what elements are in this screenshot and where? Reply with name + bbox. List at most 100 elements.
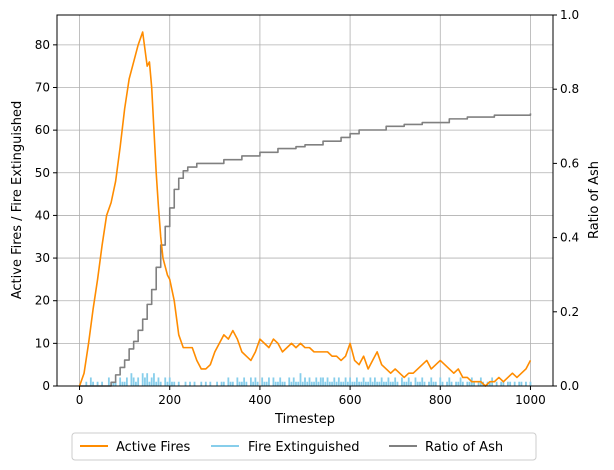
active-fires-line (78, 31, 532, 387)
right-tick-label-0.4: 0.4 (560, 231, 579, 245)
fire-extinguished-bar (448, 377, 451, 386)
fire-extinguished-bar (473, 381, 475, 386)
fire-extinguished-bar (319, 377, 322, 386)
fire-extinguished-bar (446, 381, 448, 386)
left-axis-ticks: 0 10 20 30 40 50 60 70 80 (35, 38, 57, 393)
x-tick-label-400: 400 (248, 393, 271, 407)
fire-extinguished-bar (119, 377, 122, 386)
fire-extinguished-bar (488, 381, 491, 386)
fire-extinguished-bar (349, 377, 351, 386)
fire-extinguished-bar (157, 377, 160, 386)
fire-extinguished-bar (148, 381, 151, 386)
fire-extinguished-bar (135, 381, 137, 386)
fire-extinguished-bar (337, 377, 340, 386)
left-tick-label-20: 20 (35, 294, 50, 308)
fire-extinguished-bar (85, 381, 88, 386)
fire-extinguished-bar (310, 381, 313, 386)
right-tick-label-1: 1.0 (560, 8, 579, 22)
fire-extinguished-bar (392, 381, 394, 386)
fire-extinguished-bar (137, 377, 140, 386)
fire-extinguished-bar (421, 377, 424, 386)
fire-extinguished-bar (367, 381, 370, 386)
fire-extinguished-bar (369, 377, 372, 386)
left-axis-label: Active Fires / Fire Extinguished (10, 101, 25, 300)
fire-extinguished-bar (274, 381, 277, 386)
fire-extinguished-bar (500, 381, 503, 386)
fire-extinguished-bar (344, 377, 347, 386)
fire-extinguished-bar (231, 381, 234, 386)
fire-extinguished-bar (495, 381, 498, 386)
fire-extinguished-bar (333, 377, 336, 386)
fire-extinguished-bar (189, 381, 191, 386)
left-tick-label-40: 40 (35, 208, 50, 222)
fire-extinguished-bar (121, 381, 124, 386)
fire-extinguished-bars (85, 373, 532, 386)
fire-extinguished-bar (441, 381, 444, 386)
fire-extinguished-bar (249, 377, 252, 386)
left-tick-label-30: 30 (35, 251, 50, 265)
fire-extinguished-bar (240, 381, 243, 386)
fire-extinguished-bar (265, 381, 268, 386)
fire-extinguished-bar (295, 381, 297, 386)
fire-extinguished-bar (200, 381, 203, 386)
fire-extinguished-bar (193, 381, 196, 386)
fire-extinguished-bar (396, 381, 399, 386)
left-tick-label-60: 60 (35, 123, 50, 137)
fire-extinguished-bar (313, 381, 315, 386)
fire-extinguished-bar (331, 381, 333, 386)
fire-extinguished-bar (335, 381, 338, 386)
x-tick-label-600: 600 (339, 393, 362, 407)
fire-extinguished-bar (130, 373, 133, 386)
fire-extinguished-bar (351, 381, 354, 386)
fire-extinguished-bar (419, 381, 421, 386)
fire-extinguished-bar (455, 381, 457, 386)
fire-extinguished-bar (277, 381, 279, 386)
fire-extinguished-bar (459, 377, 462, 386)
fire-extinguished-bar (301, 381, 304, 386)
fire-extinguished-bar (340, 381, 342, 386)
right-tick-label-0.2: 0.2 (560, 305, 579, 319)
fire-extinguished-bar (222, 381, 225, 386)
fire-extinguished-bar (252, 381, 255, 386)
right-tick-label-0: 0.0 (560, 379, 579, 393)
fire-extinguished-bar (502, 381, 505, 386)
legend: Active Fires Fire Extinguished Ratio of … (71, 432, 537, 461)
fire-extinguished-bar (236, 377, 239, 386)
fire-extinguished-bar (414, 377, 417, 386)
fire-extinguished-bar (328, 381, 331, 386)
fire-extinguished-bar (416, 381, 419, 386)
left-tick-label-10: 10 (35, 336, 50, 350)
fire-extinguished-bar (304, 377, 306, 386)
fire-extinguished-bar (461, 381, 464, 386)
fire-extinguished-bar (434, 381, 437, 386)
fire-extinguished-bar (150, 377, 153, 386)
fire-extinguished-bar (159, 381, 162, 386)
right-axis-ticks: 0.0 0.2 0.4 0.6 0.8 1.0 (553, 8, 579, 393)
x-axis-label: Timestep (274, 412, 335, 427)
x-tick-label-0: 0 (76, 393, 84, 407)
fire-extinguished-bar (272, 377, 275, 386)
fire-extinguished-bar (168, 377, 171, 386)
fire-extinguished-bar (385, 381, 388, 386)
fire-extinguished-bar (410, 381, 412, 386)
left-tick-label-70: 70 (35, 80, 50, 94)
fire-extinguished-bar (439, 377, 442, 386)
ratio-of-ash-line (79, 113, 532, 387)
fire-extinguished-bar (306, 381, 309, 386)
fire-extinguished-bar (518, 381, 521, 386)
fire-extinguished-bar (389, 381, 392, 386)
fire-extinguished-bar (430, 377, 433, 386)
fire-extinguished-bar (477, 381, 480, 386)
legend-label-active-fires: Active Fires (116, 440, 191, 455)
fire-extinguished-bar (254, 377, 257, 386)
right-axis-label: Ratio of Ash (587, 161, 602, 239)
series-lines (78, 31, 532, 387)
fire-extinguished-bar (288, 377, 291, 386)
fire-extinguished-bar (376, 381, 379, 386)
fire-extinguished-bar (450, 381, 453, 386)
legend-label-ratio-of-ash: Ratio of Ash (425, 440, 503, 455)
fire-extinguished-bar (525, 381, 527, 386)
fire-extinguished-bar (432, 381, 435, 386)
fire-extinguished-bar (308, 377, 311, 386)
